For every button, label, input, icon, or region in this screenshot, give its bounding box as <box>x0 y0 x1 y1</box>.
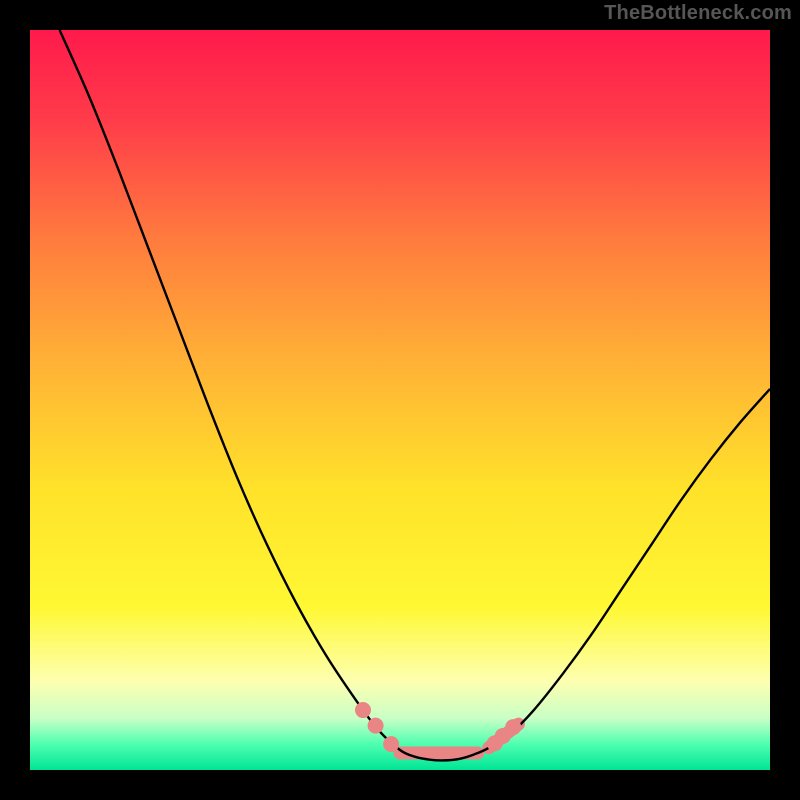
watermark-text: TheBottleneck.com <box>604 2 792 25</box>
data-marker <box>356 703 371 718</box>
data-marker <box>384 737 399 752</box>
chart-svg <box>30 30 770 770</box>
data-marker <box>368 718 383 733</box>
gradient-background <box>30 30 770 770</box>
chart-frame: TheBottleneck.com <box>0 0 800 800</box>
plot-area <box>30 30 770 770</box>
data-marker <box>506 720 521 735</box>
